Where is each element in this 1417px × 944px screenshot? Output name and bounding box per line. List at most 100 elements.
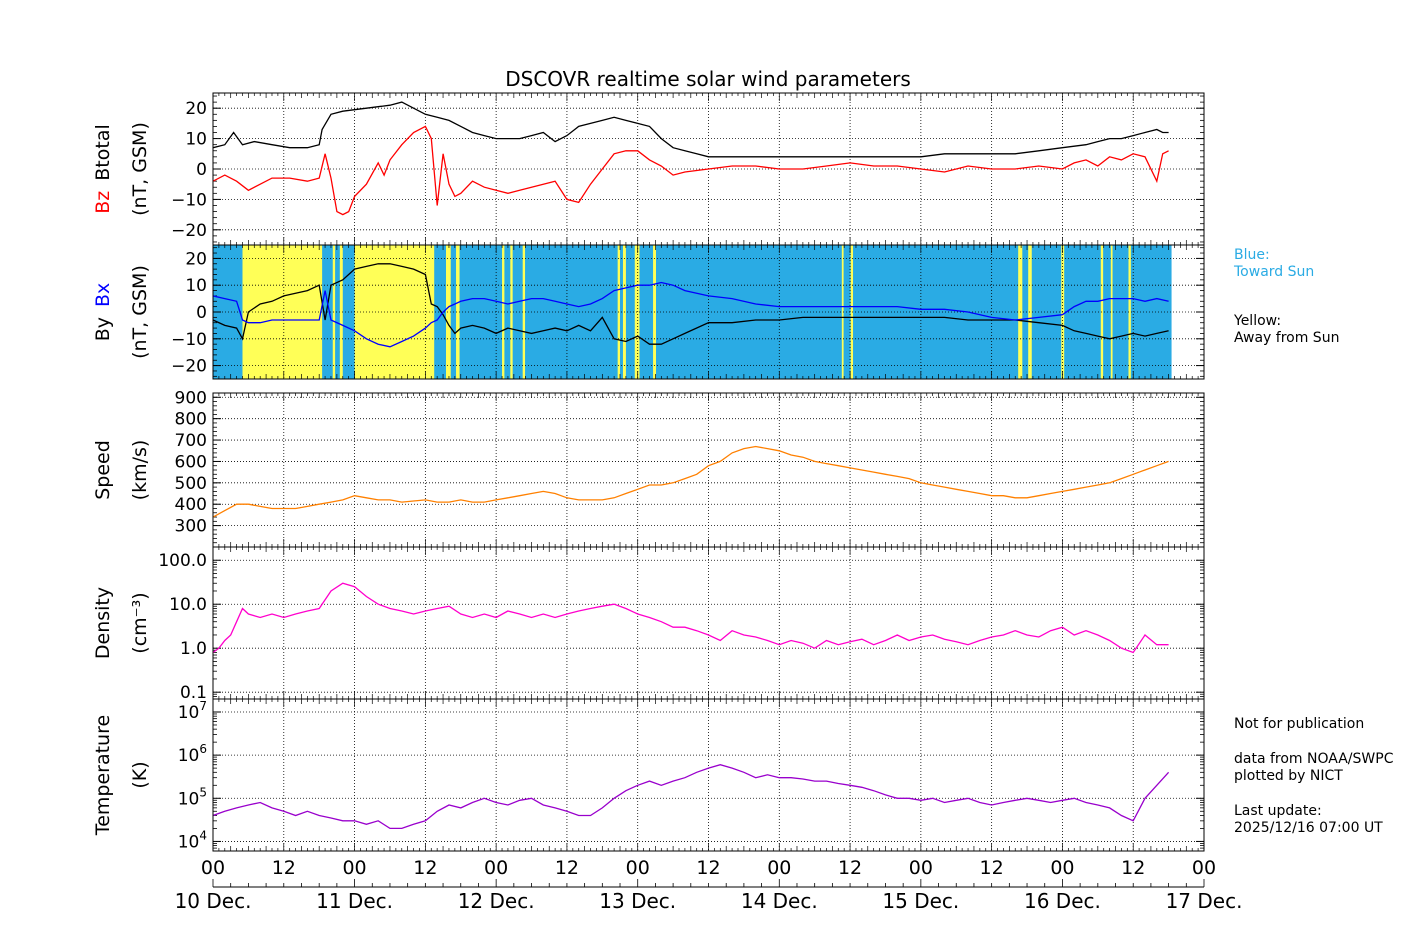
y-tick-label: 0 — [196, 160, 207, 180]
y-tick-label: 10 — [185, 276, 207, 296]
y-tick-exponent: 6 — [199, 742, 207, 756]
y-tick-label: 300 — [175, 517, 207, 537]
date-label: 14 Dec. — [741, 889, 818, 913]
date-label: 13 Dec. — [599, 889, 676, 913]
last-update-label: Last update: — [1234, 803, 1322, 819]
last-update-value: 2025/12/16 07:00 UT — [1234, 820, 1383, 836]
x-tick-label: 00 — [201, 857, 225, 879]
y-label-part: Bx — [92, 283, 114, 307]
y-tick-label: 400 — [175, 495, 207, 515]
imf-away-interval — [1110, 245, 1113, 379]
imf-away-interval — [446, 245, 451, 379]
y-tick-label: 800 — [175, 410, 207, 430]
x-tick-label: 00 — [1050, 857, 1074, 879]
y-label-part: Bz — [92, 191, 114, 214]
imf-away-interval — [850, 245, 854, 379]
date-label: 10 Dec. — [175, 889, 252, 913]
imf-away-interval — [634, 245, 640, 379]
panel-temperature: 107 106 105 104 Temperature (K) — [92, 698, 1205, 852]
y-axis-label: Density — [92, 587, 114, 659]
series-bz — [213, 125, 1169, 216]
series-speed — [213, 445, 1169, 518]
panel-frame — [212, 698, 1205, 852]
series-temperature — [213, 764, 1170, 830]
y-tick-label: 107 — [178, 699, 207, 723]
y-axis-units: (K) — [129, 761, 151, 788]
x-tick-label: 12 — [696, 857, 720, 879]
y-tick-label: 600 — [175, 452, 207, 472]
y-label-part: By — [92, 317, 114, 341]
yellow-legend-desc: Away from Sun — [1234, 330, 1340, 346]
date-label: 16 Dec. — [1024, 889, 1101, 913]
y-tick-exponent: 5 — [199, 785, 207, 799]
y-axis-units: (nT, GSM) — [129, 265, 151, 359]
y-tick-label: 0.1 — [180, 683, 207, 703]
series-bx — [213, 281, 1169, 348]
y-tick-label: −10 — [171, 330, 207, 350]
y-tick-exponent: 7 — [199, 699, 207, 713]
x-tick-label: 00 — [1192, 857, 1216, 879]
date-label: 11 Dec. — [316, 889, 393, 913]
y-axis-units: (cm⁻³) — [129, 592, 151, 653]
panel-bfield: 20 10 0 −10 −20 Bz Btotal (nT, GSM) — [92, 92, 1205, 246]
x-tick-label: 00 — [767, 857, 791, 879]
x-tick-label: 12 — [413, 857, 437, 879]
imf-away-interval — [522, 245, 526, 379]
y-label-part: Btotal — [92, 124, 114, 180]
panel-bxby: 20 10 0 −10 −20 By Bx (nT, GSM) — [92, 244, 1205, 380]
y-tick-label: 105 — [178, 785, 207, 809]
x-tick-label: 12 — [980, 857, 1004, 879]
y-tick-label: 20 — [185, 249, 207, 269]
date-label: 15 Dec. — [882, 889, 959, 913]
x-tick-label: 00 — [342, 857, 366, 879]
series-btotal — [213, 101, 1169, 158]
y-tick-label: −20 — [171, 357, 207, 377]
y-axis-label: Speed — [92, 440, 114, 500]
y-axis-label: Temperature — [92, 715, 114, 836]
y-axis-label: Bz Btotal — [92, 124, 114, 214]
x-tick-label: 00 — [909, 857, 933, 879]
x-tick-label: 12 — [838, 857, 862, 879]
series-by — [213, 263, 1169, 345]
plotted-by-note: plotted by NICT — [1234, 768, 1343, 784]
y-tick-label: −20 — [171, 221, 207, 241]
date-label: 17 Dec. — [1166, 889, 1243, 913]
y-tick-label: 700 — [175, 431, 207, 451]
panel-density: 100.0 10.0 1.0 0.1 Density (cm⁻³) — [92, 546, 1205, 703]
panel-frame — [212, 392, 1205, 548]
y-axis-units: (km/s) — [129, 440, 151, 501]
y-tick-label: −10 — [171, 190, 207, 210]
y-tick-label: 500 — [175, 474, 207, 494]
imf-away-interval — [456, 245, 460, 379]
panel-frame — [212, 244, 1205, 380]
y-tick-label: 1.0 — [180, 639, 207, 659]
blue-legend-desc: Toward Sun — [1234, 264, 1315, 280]
x-tick-label: 12 — [272, 857, 296, 879]
imf-away-interval — [339, 245, 343, 379]
y-tick-label: 100.0 — [158, 551, 207, 571]
x-tick-label: 12 — [1121, 857, 1145, 879]
imf-toward-legend: Blue: Toward Sun — [1234, 247, 1314, 281]
imf-away-interval — [1128, 245, 1131, 379]
yellow-legend-label: Yellow: — [1234, 313, 1282, 329]
y-axis-label: By Bx — [92, 283, 114, 342]
y-tick-label: 20 — [185, 99, 207, 119]
imf-away-interval — [510, 245, 513, 379]
y-tick-label: 10 — [185, 130, 207, 150]
y-tick-label: 10.0 — [169, 595, 207, 615]
y-tick-exponent: 4 — [199, 828, 207, 842]
data-source-note: data from NOAA/SWPC — [1234, 751, 1394, 767]
publication-note: Not for publication — [1234, 716, 1365, 732]
y-tick-label: 104 — [178, 828, 207, 852]
y-tick-label: 900 — [175, 388, 207, 408]
x-axis: 00 12 00 12 00 12 00 12 00 12 00 12 00 12 00 10 Dec. 11 … — [175, 857, 1243, 913]
y-axis-units: (nT, GSM) — [129, 122, 151, 216]
x-tick-label: 12 — [555, 857, 579, 879]
chart-panels: 20 10 0 −10 −20 Bz Btotal (nT, GSM) 20 10 0 −10 −20 B… — [92, 92, 1205, 852]
series-density — [213, 582, 1169, 654]
y-tick-label: 0 — [196, 303, 207, 323]
y-tick-label: 106 — [178, 742, 207, 766]
imf-away-legend: Yellow: Away from Sun — [1234, 313, 1339, 347]
